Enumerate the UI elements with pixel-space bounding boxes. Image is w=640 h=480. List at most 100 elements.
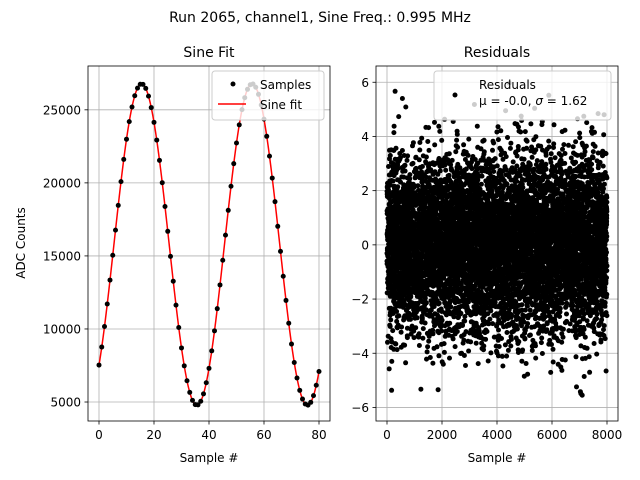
- sample-point: [201, 391, 206, 397]
- residual-point: [465, 152, 471, 158]
- residual-point: [389, 358, 395, 364]
- residual-point: [515, 147, 521, 153]
- residual-point: [406, 310, 412, 316]
- residual-point: [424, 349, 430, 355]
- sample-point: [278, 248, 283, 254]
- residual-point: [431, 304, 437, 309]
- residual-point: [505, 135, 510, 140]
- residual-point: [514, 326, 520, 332]
- residual-point: [425, 344, 431, 350]
- sample-point: [203, 380, 209, 386]
- residual-point: [402, 168, 408, 174]
- residual-point: [392, 88, 398, 94]
- sample-point: [220, 257, 226, 263]
- residual-point: [422, 295, 428, 301]
- residual-point: [423, 154, 429, 160]
- residual-point: [386, 164, 391, 169]
- residual-point: [447, 355, 452, 361]
- residual-point: [474, 123, 480, 129]
- residual-point: [391, 130, 397, 136]
- residual-point: [403, 104, 409, 110]
- residual-point: [448, 304, 454, 310]
- sample-point: [223, 232, 228, 238]
- sample-point: [121, 156, 127, 162]
- residual-point: [420, 335, 426, 341]
- residual-point: [414, 315, 420, 321]
- sample-point: [308, 399, 314, 405]
- residual-point: [417, 147, 423, 153]
- sample-point: [236, 122, 242, 128]
- sample-point: [291, 359, 297, 365]
- sample-point: [289, 341, 294, 347]
- residual-point: [390, 328, 396, 334]
- sine-fit-y-label: ADC Counts: [14, 207, 28, 279]
- sample-point: [184, 378, 190, 384]
- legend-samples-label: Samples: [260, 78, 311, 92]
- sine-fit-y-tick-label: 5000: [50, 396, 81, 410]
- sample-point: [135, 85, 140, 91]
- figure-title: Run 2065, channel1, Sine Freq.: 0.995 MH…: [169, 10, 471, 26]
- sample-point: [231, 161, 237, 167]
- residual-point: [395, 184, 401, 190]
- residual-point: [479, 173, 485, 179]
- residual-point: [417, 140, 423, 145]
- residual-point: [487, 316, 493, 322]
- sine-fit-title: Sine Fit: [183, 45, 235, 61]
- residual-point: [481, 343, 487, 349]
- residual-point: [481, 149, 487, 155]
- residual-point: [390, 161, 396, 167]
- residual-point: [440, 361, 446, 367]
- sample-point: [132, 93, 138, 99]
- residual-point: [419, 315, 425, 321]
- residual-point: [437, 168, 443, 174]
- residual-point: [494, 163, 500, 169]
- sample-point: [228, 183, 234, 189]
- residual-point: [442, 162, 448, 168]
- residual-point: [386, 187, 391, 193]
- residual-point: [387, 324, 393, 329]
- residual-point: [461, 142, 467, 148]
- residual-point: [475, 361, 481, 367]
- sample-point: [300, 396, 305, 402]
- residual-point: [516, 339, 522, 345]
- sample-point: [294, 375, 300, 381]
- sample-point: [209, 348, 215, 354]
- sine-fit-x-tick-label: 80: [311, 428, 326, 442]
- residual-point: [441, 349, 447, 355]
- residual-point: [490, 147, 495, 153]
- sample-point: [124, 136, 129, 142]
- sample-point: [173, 302, 179, 308]
- residual-point: [436, 300, 442, 306]
- residual-point: [418, 386, 424, 392]
- residual-point: [386, 366, 392, 372]
- residual-point: [404, 157, 410, 163]
- residual-point: [394, 347, 400, 353]
- residual-point: [503, 154, 509, 160]
- sine-fit-legend-box: [211, 70, 325, 121]
- residual-point: [441, 341, 447, 347]
- residual-point: [427, 355, 433, 360]
- residual-point: [435, 387, 441, 393]
- residual-point: [498, 128, 504, 134]
- residual-point: [403, 360, 409, 366]
- sample-point: [113, 227, 118, 233]
- sine-fit-y-tick-label: 15000: [43, 249, 81, 263]
- residual-point: [408, 316, 413, 322]
- sample-point: [234, 140, 239, 146]
- residual-point: [507, 145, 513, 151]
- residual-point: [447, 320, 453, 326]
- residual-point: [422, 320, 428, 326]
- sample-point: [297, 387, 303, 393]
- residual-point: [439, 328, 444, 334]
- residual-point: [393, 341, 399, 347]
- residual-point: [413, 325, 419, 331]
- residual-point: [404, 335, 410, 341]
- residual-point: [398, 329, 404, 335]
- residual-point: [484, 329, 490, 334]
- sample-point: [311, 393, 316, 399]
- residual-point: [500, 363, 506, 369]
- sample-point: [275, 223, 281, 229]
- residual-point: [430, 360, 436, 366]
- residual-point: [453, 149, 459, 155]
